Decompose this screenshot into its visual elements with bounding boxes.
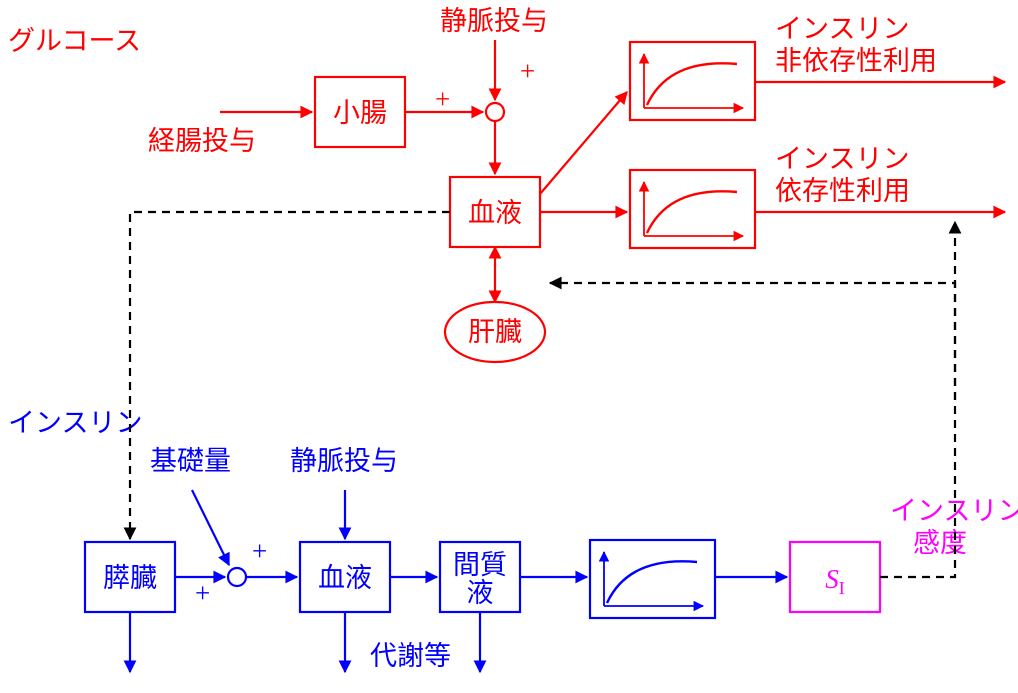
noninsulin-1: インスリン [775,14,909,44]
sat2-curve [647,191,737,233]
insulinuse-2: 依存性利用 [775,176,910,206]
plus-blue-2: + [195,578,210,608]
si-label: SI [825,564,845,598]
plus-blue-1: + [252,536,267,566]
noninsulin-2: 非依存性利用 [775,46,937,76]
arrow-blood-sat1 [540,92,627,194]
interstitial-2: 液 [467,578,494,608]
interstitial-1: 間質 [453,550,507,580]
junction-red [486,103,504,121]
dashed-to-pancreas [130,212,450,539]
dashed-to-liver [550,283,955,577]
metabolism-label: 代謝等 [370,641,451,671]
pancreas-label: 膵臓 [103,563,157,593]
glucose-title: グルコース [8,26,141,56]
junction-blue [228,568,246,586]
blood-blue-label: 血液 [318,563,372,593]
arrow-basal [192,490,229,565]
insulinuse-1: インスリン [775,144,909,174]
liver-label: 肝臓 [468,317,522,347]
enteral-label: 経腸投与 [148,126,256,156]
iv-blue-label: 静脈投与 [290,446,398,476]
iv-red-label: 静脈投与 [440,6,548,36]
insulin-title: インスリン [8,408,142,438]
blood-red-label: 血液 [468,198,522,228]
sens-2: 感度 [913,528,967,558]
sat1-curve [647,63,737,105]
basal-label: 基礎量 [150,446,231,476]
intestine-label: 小腸 [333,98,387,128]
sat3-curve [607,561,697,603]
plus-red-1: + [435,84,450,114]
plus-red-2: + [520,56,535,86]
